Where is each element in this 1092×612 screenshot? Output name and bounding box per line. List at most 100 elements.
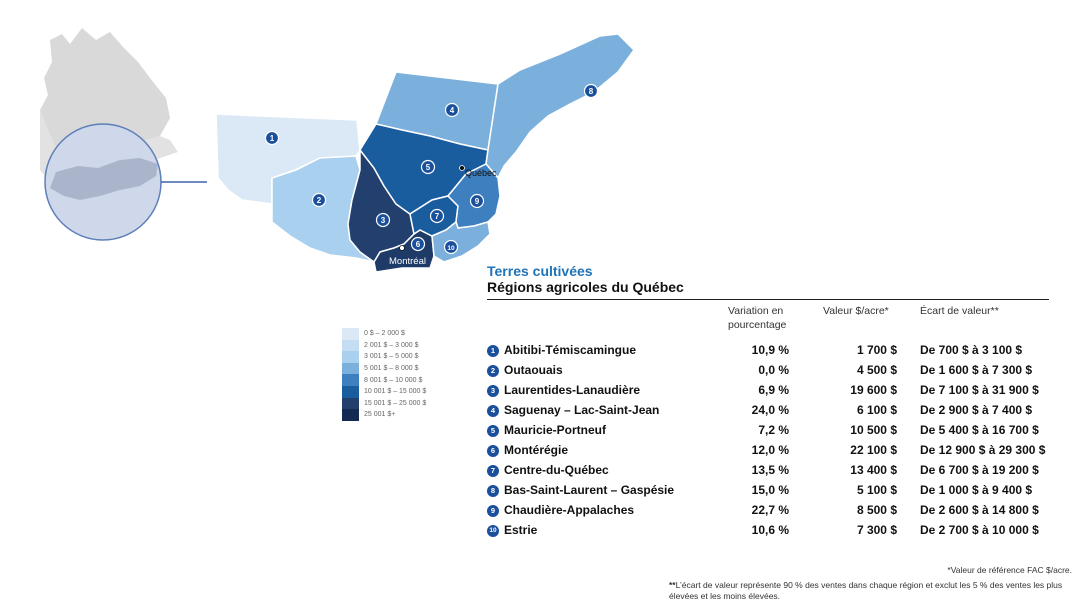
row-number-badge: 1 (487, 345, 499, 357)
regions-table: 1 Abitibi-Témiscamingue 10,9 % 1 700 $ De 70… (487, 343, 1057, 543)
legend-item: 8 001 $ – 10 000 $ (342, 374, 426, 386)
row-variation: 6,9 % (758, 383, 789, 397)
map-marker-10-label: 10 (447, 245, 455, 252)
row-ecart: De 1 600 $ à 7 300 $ (920, 363, 1033, 377)
row-ecart: De 700 $ à 3 100 $ (920, 343, 1023, 357)
table-row: 6 Montérégie 12,0 % 22 100 $ De 12 900 $ à 2… (487, 443, 1057, 463)
row-region-name: Estrie (504, 523, 538, 537)
legend-swatch-7 (342, 409, 359, 421)
row-valeur: 13 400 $ (850, 463, 897, 477)
map-marker-8-label: 8 (589, 87, 594, 96)
map-marker-1: 1 (264, 130, 280, 146)
legend-label: 5 001 $ – 8 000 $ (364, 365, 419, 373)
row-region-name: Saguenay – Lac-Saint-Jean (504, 403, 660, 417)
legend-item: 5 001 $ – 8 000 $ (342, 362, 426, 375)
row-ecart: De 5 400 $ à 16 700 $ (920, 423, 1039, 437)
table-row: 3 Laurentides-Lanaudière 6,9 % 19 600 $ De 7… (487, 383, 1057, 403)
row-valeur: 1 700 $ (856, 343, 897, 357)
row-number-badge: 6 (487, 445, 499, 457)
row-valeur: 10 500 $ (850, 423, 897, 437)
row-number-badge: 4 (487, 405, 499, 417)
row-region-name: Chaudière-Appalaches (504, 503, 635, 517)
inset-zoom-detail (50, 158, 158, 200)
header-ecart: Écart de valeur** (920, 305, 999, 317)
legend-item: 0 $ – 2 000 $ (342, 328, 426, 340)
row-valeur: 22 100 $ (850, 443, 897, 457)
row-number-badge: 8 (487, 485, 499, 497)
legend-item: 2 001 $ – 3 000 $ (342, 339, 426, 352)
row-number-badge: 5 (487, 425, 499, 437)
row-variation: 24,0 % (751, 403, 789, 417)
page-title: Terres cultivées (487, 263, 593, 279)
legend-label: 25 001 $+ (364, 411, 396, 419)
legend-swatch-4 (342, 374, 359, 386)
row-number-badge: 9 (487, 505, 499, 517)
region-8-shape (485, 33, 635, 180)
header-variation: Variation en pourcentage (728, 305, 787, 331)
table-row: 9 Chaudière-Appalaches 22,7 % 8 500 $ De 2 6… (487, 503, 1057, 523)
row-region-name: Mauricie-Portneuf (504, 423, 607, 437)
table-row: 8 Bas-Saint-Laurent – Gaspésie 15,0 % 5 100… (487, 483, 1057, 503)
row-ecart: De 7 100 $ à 31 900 $ (920, 383, 1039, 397)
row-region-name: Abitibi-Témiscamingue (504, 343, 637, 357)
table-row: 1 Abitibi-Témiscamingue 10,9 % 1 700 $ De 70… (487, 343, 1057, 363)
row-region-name: Montérégie (504, 443, 569, 457)
quebec-inset-shape (40, 28, 170, 156)
row-variation: 13,5 % (751, 463, 789, 477)
row-region-name: Laurentides-Lanaudière (504, 383, 641, 397)
color-legend: 0 $ – 2 000 $ 2 001 $ – 3 000 $ 3 001 $ … (342, 328, 426, 421)
map-marker-9-label: 9 (475, 197, 480, 206)
legend-swatch-5 (342, 385, 359, 398)
map-marker-9: 9 (469, 193, 485, 209)
row-ecart: De 2 700 $ à 10 000 $ (920, 523, 1039, 537)
legend-item: 3 001 $ – 5 000 $ (342, 351, 426, 363)
header-valeur: Valeur $/acre* (823, 305, 889, 317)
table-title-block: Terres cultivées Régions agricoles du Qu… (487, 263, 1049, 300)
row-valeur: 7 300 $ (856, 523, 897, 537)
row-valeur: 6 100 $ (856, 403, 897, 417)
legend-label: 10 001 $ – 15 000 $ (364, 388, 427, 396)
map-marker-8: 8 (583, 83, 599, 99)
row-ecart: De 12 900 $ à 29 300 $ (920, 443, 1046, 457)
legend-swatch-3 (342, 362, 359, 375)
map-marker-5: 5 (420, 159, 436, 175)
row-valeur: 5 100 $ (856, 483, 897, 497)
table-row: 4 Saguenay – Lac-Saint-Jean 24,0 % 6 100 $ D… (487, 403, 1057, 423)
legend-label: 2 001 $ – 3 000 $ (364, 341, 419, 349)
footnote-ecart-mark: ** (669, 580, 676, 590)
row-region-name: Outaouais (504, 363, 563, 377)
row-variation: 22,7 % (751, 503, 789, 517)
row-variation: 7,2 % (758, 423, 789, 437)
legend-swatch-0 (342, 328, 359, 340)
legend-swatch-6 (342, 397, 359, 410)
map-marker-5-label: 5 (426, 163, 431, 172)
map-marker-7: 7 (429, 208, 445, 224)
row-variation: 10,6 % (751, 523, 789, 537)
footnote-valeur: *Valeur de référence FAC $/acre. (947, 565, 1072, 575)
row-region-name: Bas-Saint-Laurent – Gaspésie (504, 483, 675, 497)
legend-item: 10 001 $ – 15 000 $ (342, 385, 427, 398)
legend-swatch-2 (342, 351, 359, 363)
map-marker-6-label: 6 (416, 240, 421, 249)
map-marker-1-label: 1 (270, 134, 275, 143)
row-number-badge: 10 (487, 525, 499, 537)
table-row: 10 Estrie 10,6 % 7 300 $ De 2 700 $ à 10 000… (487, 523, 1057, 543)
row-ecart: De 1 000 $ à 9 400 $ (920, 483, 1033, 497)
map-marker-2: 2 (311, 192, 327, 208)
legend-item: 15 001 $ – 25 000 $ (342, 397, 427, 410)
row-variation: 0,0 % (758, 363, 789, 377)
map-marker-3-label: 3 (381, 216, 386, 225)
map-marker-2-label: 2 (317, 196, 322, 205)
legend-label: 0 $ – 2 000 $ (364, 330, 405, 338)
row-number-badge: 3 (487, 385, 499, 397)
montreal-city-dot (399, 245, 405, 251)
page-subtitle: Régions agricoles du Québec (487, 279, 1049, 300)
row-variation: 15,0 % (751, 483, 789, 497)
legend-label: 15 001 $ – 25 000 $ (364, 399, 427, 407)
row-number-badge: 7 (487, 465, 499, 477)
legend-label: 8 001 $ – 10 000 $ (364, 376, 423, 384)
row-valeur: 8 500 $ (856, 503, 897, 517)
legend-swatch-1 (342, 339, 359, 352)
row-ecart: De 6 700 $ à 19 200 $ (920, 463, 1039, 477)
